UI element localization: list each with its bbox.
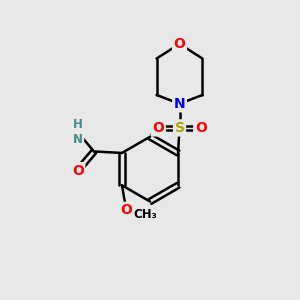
- Text: O: O: [174, 37, 185, 51]
- Text: O: O: [152, 121, 164, 135]
- Text: O: O: [72, 164, 84, 178]
- Text: O: O: [195, 121, 207, 135]
- Text: S: S: [175, 121, 184, 135]
- Text: CH₃: CH₃: [134, 208, 158, 221]
- Text: N: N: [174, 97, 185, 111]
- Text: H
N: H N: [73, 118, 83, 146]
- Text: O: O: [120, 203, 132, 218]
